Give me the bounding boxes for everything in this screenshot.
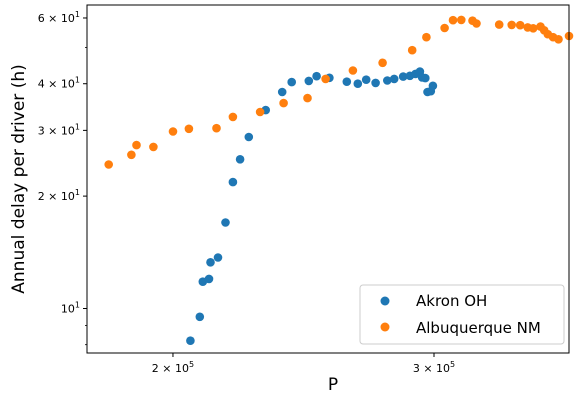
data-point	[206, 258, 215, 267]
data-point	[342, 77, 352, 86]
y-tick-label: 6 × 101	[38, 10, 80, 25]
data-point	[422, 32, 431, 42]
data-point	[204, 274, 214, 284]
data-point	[421, 73, 430, 83]
data-point	[398, 72, 408, 81]
data-point	[494, 20, 504, 29]
data-point	[371, 78, 380, 88]
data-point	[235, 155, 245, 164]
data-point	[507, 20, 516, 30]
data-point	[348, 66, 358, 75]
plot-area-frame	[86, 4, 570, 354]
y-tick-label: 101	[61, 301, 80, 316]
data-point	[304, 76, 314, 86]
y-tick-label: 2 × 101	[38, 188, 80, 203]
data-point	[440, 23, 449, 33]
data-point	[472, 19, 481, 28]
data-point	[287, 77, 297, 87]
data-point	[212, 123, 221, 133]
data-point	[303, 93, 312, 103]
x-tick-label: 3 × 105	[413, 360, 455, 375]
axis-ticks: 101 2 × 101 3 × 101 4 × 101 6 × 101 2 × 105 3 …	[38, 10, 455, 375]
data-point	[127, 150, 136, 160]
data-point	[528, 24, 538, 33]
data-point	[149, 142, 158, 152]
data-point	[378, 58, 387, 68]
data-points	[104, 15, 574, 346]
data-point	[213, 253, 223, 262]
data-point	[186, 336, 195, 346]
data-point	[321, 74, 330, 84]
data-point	[407, 45, 417, 55]
data-point	[389, 74, 399, 84]
data-point	[279, 98, 288, 108]
series-albuquerque	[104, 15, 574, 169]
data-point	[277, 87, 287, 97]
y-tick-label: 3 × 101	[38, 122, 80, 137]
data-point	[515, 20, 525, 30]
legend-marker-albuquerque	[380, 322, 390, 332]
data-point	[195, 312, 205, 322]
data-point	[132, 140, 141, 150]
legend: Akron OH Albuquerque NM	[359, 284, 565, 345]
legend-box	[359, 284, 565, 345]
data-point	[554, 35, 563, 44]
data-point	[457, 15, 466, 25]
legend-label-albuquerque: Albuquerque NM	[416, 319, 541, 337]
data-point	[383, 76, 392, 85]
x-axis-label: P	[328, 375, 338, 395]
data-point	[228, 177, 238, 187]
data-point	[244, 132, 254, 142]
x-tick-label: 2 × 105	[152, 360, 194, 375]
data-point	[428, 81, 438, 91]
data-point	[184, 124, 194, 134]
data-point	[448, 15, 458, 25]
data-point	[168, 127, 178, 136]
y-axis-label: Annual delay per driver (h)	[9, 64, 29, 293]
data-point	[104, 160, 113, 169]
data-point	[228, 112, 238, 122]
data-point	[361, 75, 371, 84]
data-point	[255, 107, 265, 117]
legend-label-akron: Akron OH	[416, 292, 487, 310]
legend-marker-akron	[380, 296, 390, 306]
data-point	[312, 71, 321, 81]
y-tick-label: 4 × 101	[38, 76, 80, 91]
data-point	[221, 218, 230, 227]
data-point	[353, 79, 363, 88]
